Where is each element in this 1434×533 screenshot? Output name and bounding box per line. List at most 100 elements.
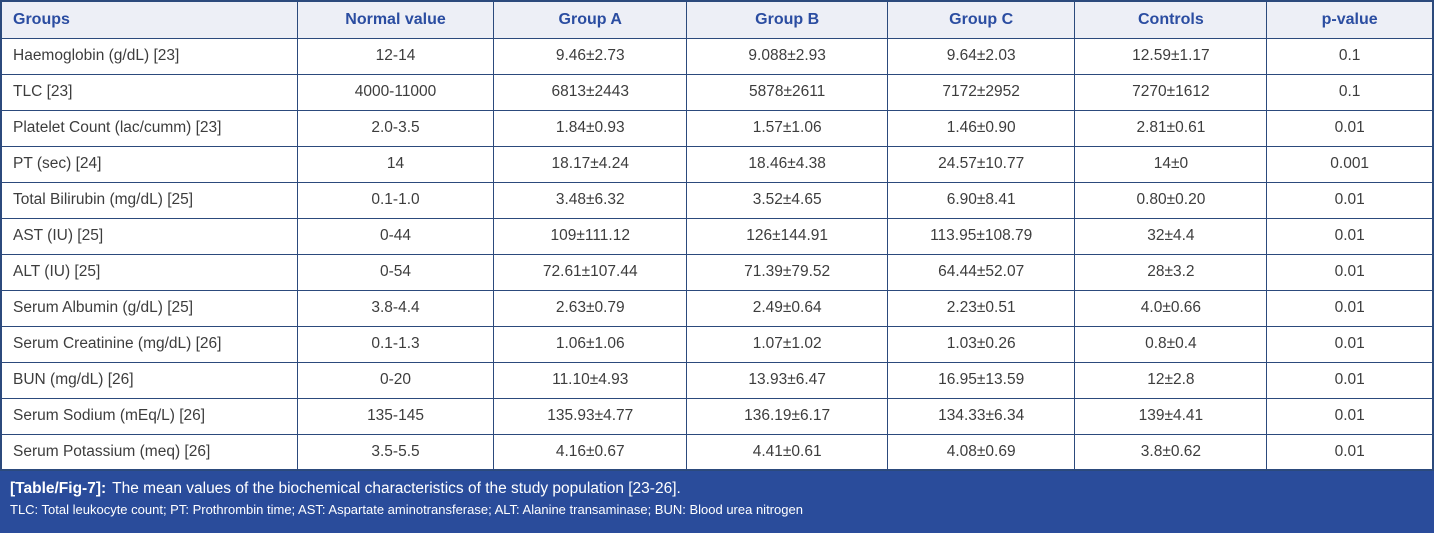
table-cell: 113.95±108.79 [886, 217, 1076, 255]
table-cell: 126±144.91 [686, 217, 888, 255]
table-cell: 0-20 [296, 361, 495, 399]
table-cell: 0-54 [296, 253, 495, 291]
table-row: Serum Potassium (meq) [26] 3.5-5.5 4.16±0.… [0, 433, 1434, 471]
table-cell: 0.01 [1266, 397, 1434, 435]
table-cell: 9.64±2.03 [886, 37, 1076, 75]
caption-line: [Table/Fig-7]: The mean values of the bio… [10, 479, 1422, 498]
table-cell: 16.95±13.59 [886, 361, 1076, 399]
table-cell: 135-145 [296, 397, 495, 435]
table-cell: 0.1 [1266, 37, 1434, 75]
table-cell: 1.46±0.90 [886, 109, 1076, 147]
table-cell: 24.57±10.77 [886, 145, 1076, 183]
table-cell: 1.07±1.02 [686, 325, 888, 363]
table-cell: 0.8±0.4 [1074, 325, 1268, 363]
row-label: Serum Potassium (meq) [26] [0, 433, 298, 471]
table-row: AST (IU) [25] 0-44 109±111.12 126±144.91 113… [0, 217, 1434, 255]
table-cell: 12±2.8 [1074, 361, 1268, 399]
table-row: Platelet Count (lac/cumm) [23] 2.0-3.5 1.8… [0, 109, 1434, 147]
table-cell: 2.81±0.61 [1074, 109, 1268, 147]
table-cell: 1.03±0.26 [886, 325, 1076, 363]
table-cell: 2.23±0.51 [886, 289, 1076, 327]
row-label: TLC [23] [0, 73, 298, 111]
table-row: Total Bilirubin (mg/dL) [25] 0.1-1.0 3.48±… [0, 181, 1434, 219]
table-cell: 4000-11000 [296, 73, 495, 111]
table-row: Haemoglobin (g/dL) [23] 12-14 9.46±2.73 9.0… [0, 37, 1434, 75]
table-cell: 136.19±6.17 [686, 397, 888, 435]
table-cell: 4.0±0.66 [1074, 289, 1268, 327]
table-cell: 3.8-4.4 [296, 289, 495, 327]
table-cell: 64.44±52.07 [886, 253, 1076, 291]
table-cell: 0.1 [1266, 73, 1434, 111]
table-cell: 71.39±79.52 [686, 253, 888, 291]
row-label: ALT (IU) [25] [0, 253, 298, 291]
table-row: Serum Sodium (mEq/L) [26] 135-145 135.93±4… [0, 397, 1434, 435]
table-cell: 3.52±4.65 [686, 181, 888, 219]
table-cell: 6.90±8.41 [886, 181, 1076, 219]
table-cell: 109±111.12 [493, 217, 688, 255]
table-cell: 0.01 [1266, 181, 1434, 219]
row-label: Total Bilirubin (mg/dL) [25] [0, 181, 298, 219]
table-cell: 14±0 [1074, 145, 1268, 183]
table-cell: 0.01 [1266, 217, 1434, 255]
column-header-group-a: Group A [493, 0, 688, 39]
footnote: TLC: Total leukocyte count; PT: Prothrom… [10, 502, 803, 518]
table-cell: 3.5-5.5 [296, 433, 495, 471]
table-cell: 0.01 [1266, 109, 1434, 147]
table-cell: 0.1-1.3 [296, 325, 495, 363]
table-cell: 6813±2443 [493, 73, 688, 111]
table-cell: 0.01 [1266, 253, 1434, 291]
row-label: Platelet Count (lac/cumm) [23] [0, 109, 298, 147]
table-row: Serum Albumin (g/dL) [25] 3.8-4.4 2.63±0.7… [0, 289, 1434, 327]
table-cell: 2.63±0.79 [493, 289, 688, 327]
table-cell: 1.84±0.93 [493, 109, 688, 147]
table-cell: 28±3.2 [1074, 253, 1268, 291]
row-label: PT (sec) [24] [0, 145, 298, 183]
row-label: BUN (mg/dL) [26] [0, 361, 298, 399]
table-cell: 0.01 [1266, 289, 1434, 327]
table-cell: 11.10±4.93 [493, 361, 688, 399]
table-cell: 0.01 [1266, 433, 1434, 471]
table-row: ALT (IU) [25] 0-54 72.61±107.44 71.39±79.52… [0, 253, 1434, 291]
row-label: Serum Sodium (mEq/L) [26] [0, 397, 298, 435]
table-cell: 4.08±0.69 [886, 433, 1076, 471]
column-header-normal-value: Normal value [296, 0, 495, 39]
table-cell: 9.46±2.73 [493, 37, 688, 75]
table-cell: 0.01 [1266, 325, 1434, 363]
table-cell: 4.16±0.67 [493, 433, 688, 471]
table-cell: 3.48±6.32 [493, 181, 688, 219]
column-header-groups: Groups [0, 0, 298, 39]
table-cell: 12-14 [296, 37, 495, 75]
table-cell: 2.49±0.64 [686, 289, 888, 327]
table-cell: 5878±2611 [686, 73, 888, 111]
column-header-p-value: p-value [1266, 0, 1434, 39]
table-cell: 14 [296, 145, 495, 183]
table-cell: 13.93±6.47 [686, 361, 888, 399]
column-header-group-b: Group B [686, 0, 888, 39]
table-row: TLC [23] 4000-11000 6813±2443 5878±2611 7172… [0, 73, 1434, 111]
row-label: Serum Albumin (g/dL) [25] [0, 289, 298, 327]
table-cell: 18.46±4.38 [686, 145, 888, 183]
table-cell: 7172±2952 [886, 73, 1076, 111]
table-row: Serum Creatinine (mg/dL) [26] 0.1-1.3 1.06… [0, 325, 1434, 363]
table-cell: 135.93±4.77 [493, 397, 688, 435]
column-header-group-c: Group C [886, 0, 1076, 39]
table-cell: 0.1-1.0 [296, 181, 495, 219]
table-cell: 0.01 [1266, 361, 1434, 399]
table-cell: 4.41±0.61 [686, 433, 888, 471]
table-cell: 18.17±4.24 [493, 145, 688, 183]
table-cell: 0-44 [296, 217, 495, 255]
table-cell: 3.8±0.62 [1074, 433, 1268, 471]
row-label: AST (IU) [25] [0, 217, 298, 255]
table-cell: 139±4.41 [1074, 397, 1268, 435]
row-label: Serum Creatinine (mg/dL) [26] [0, 325, 298, 363]
caption-bar: [Table/Fig-7]: The mean values of the bio… [0, 471, 1434, 533]
table-row: BUN (mg/dL) [26] 0-20 11.10±4.93 13.93±6.47… [0, 361, 1434, 399]
table-cell: 12.59±1.17 [1074, 37, 1268, 75]
table-cell: 2.0-3.5 [296, 109, 495, 147]
table-cell: 1.06±1.06 [493, 325, 688, 363]
caption-text: The mean values of the biochemical chara… [112, 480, 681, 497]
